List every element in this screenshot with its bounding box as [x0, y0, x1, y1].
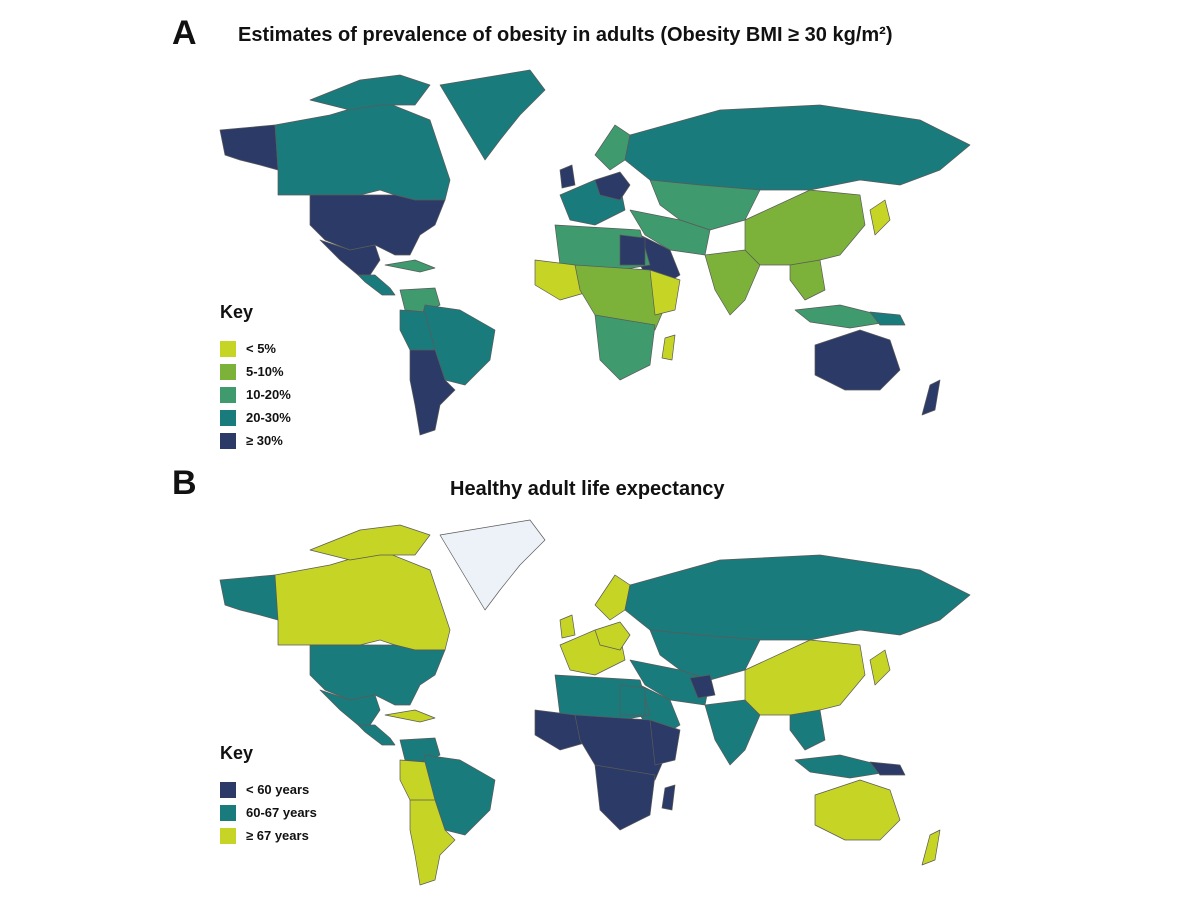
- central-america: [357, 274, 396, 296]
- southern-africa: [594, 764, 656, 831]
- central-asia: [649, 179, 761, 231]
- legend-label: < 5%: [246, 341, 276, 356]
- egypt: [619, 684, 646, 716]
- madagascar: [661, 334, 676, 361]
- alaska: [219, 574, 279, 621]
- obesity-world-map: [219, 69, 971, 436]
- papua-new-guinea: [869, 311, 906, 326]
- argentina-chile: [409, 799, 456, 886]
- india: [704, 249, 761, 316]
- legend-item: 10-20%: [220, 383, 291, 406]
- greenland: [439, 519, 546, 611]
- japan: [869, 649, 891, 686]
- canada: [274, 99, 451, 201]
- legend: Key < 5% 5-10% 10-20% 20-30% ≥ 30%: [220, 302, 291, 452]
- uk-ireland: [559, 164, 576, 189]
- central-america: [357, 724, 396, 746]
- legend-label: 10-20%: [246, 387, 291, 402]
- australia: [814, 329, 901, 391]
- southeast-asia: [789, 709, 826, 751]
- panel-letter: B: [172, 464, 197, 502]
- legend-item: 20-30%: [220, 406, 291, 429]
- legend-swatch: [220, 827, 236, 844]
- legend-item: < 5%: [220, 337, 291, 360]
- panel-life-expectancy: B Healthy adult life expectancy: [0, 450, 1200, 900]
- united-states: [309, 644, 446, 706]
- panel-title: Healthy adult life expectancy: [450, 478, 725, 500]
- legend-label: 5-10%: [246, 364, 284, 379]
- scandinavia: [594, 574, 631, 621]
- legend-swatch: [220, 386, 236, 403]
- uk-ireland: [559, 614, 576, 639]
- russia: [624, 554, 971, 641]
- new-zealand: [921, 379, 941, 416]
- india: [704, 699, 761, 766]
- legend-swatch: [220, 363, 236, 380]
- alaska: [219, 124, 279, 171]
- southern-africa: [594, 314, 656, 381]
- legend-swatch: [220, 781, 236, 798]
- legend-label: ≥ 30%: [246, 433, 283, 448]
- panel-letter: A: [172, 14, 197, 52]
- east-africa: [649, 719, 681, 766]
- japan: [869, 199, 891, 236]
- legend-item: 60-67 years: [220, 801, 317, 824]
- mexico: [319, 239, 381, 276]
- arctic-islands: [309, 74, 431, 111]
- legend-title: Key: [220, 743, 254, 763]
- china: [744, 189, 866, 266]
- madagascar: [661, 784, 676, 811]
- central-europe: [594, 621, 631, 651]
- legend-label: 20-30%: [246, 410, 291, 425]
- greenland: [439, 69, 546, 161]
- argentina-chile: [409, 349, 456, 436]
- legend: Key < 60 years 60-67 years ≥ 67 years: [220, 743, 317, 847]
- panel-obesity: A Estimates of prevalence of obesity in …: [172, 14, 971, 452]
- canada: [274, 549, 451, 651]
- legend-swatch: [220, 432, 236, 449]
- new-zealand: [921, 829, 941, 866]
- united-states: [309, 194, 446, 256]
- legend-label: < 60 years: [246, 782, 310, 797]
- china: [744, 639, 866, 716]
- legend-label: ≥ 67 years: [246, 828, 309, 843]
- southeast-asia: [789, 259, 826, 301]
- panel-title: Estimates of prevalence of obesity in ad…: [238, 24, 893, 46]
- mexico: [319, 689, 381, 726]
- scandinavia: [594, 124, 631, 171]
- east-africa: [649, 269, 681, 316]
- central-asia: [649, 629, 761, 681]
- legend-item: ≥ 67 years: [220, 824, 317, 847]
- central-europe: [594, 171, 631, 201]
- legend-item: < 60 years: [220, 778, 317, 801]
- caribbean: [384, 709, 436, 723]
- life-expectancy-world-map: [219, 519, 971, 886]
- legend-swatch: [220, 804, 236, 821]
- caribbean: [384, 259, 436, 273]
- arctic-islands: [309, 524, 431, 561]
- legend-swatch: [220, 340, 236, 357]
- legend-title: Key: [220, 302, 254, 322]
- legend-swatch: [220, 409, 236, 426]
- legend-item: 5-10%: [220, 360, 291, 383]
- russia: [624, 104, 971, 191]
- egypt: [619, 234, 646, 266]
- legend-item: ≥ 30%: [220, 429, 291, 452]
- papua-new-guinea: [869, 761, 906, 776]
- afghanistan: [689, 674, 716, 699]
- australia: [814, 779, 901, 841]
- legend-label: 60-67 years: [246, 805, 317, 820]
